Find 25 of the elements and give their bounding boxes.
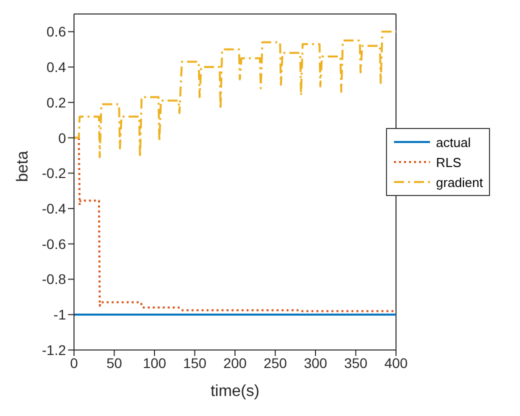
y-tick-label: 0.4 (46, 59, 66, 76)
legend-label: actual (436, 134, 471, 150)
y-tick-label: 0.6 (46, 24, 66, 40)
y-tick-label: -0.2 (42, 165, 66, 182)
x-axis-title: time(s) (210, 383, 260, 400)
y-tick-label: 0.2 (46, 94, 66, 110)
x-tick-label: 400 (384, 354, 408, 371)
x-tick-label: 150 (183, 354, 207, 371)
line-series (74, 30, 396, 158)
x-tick-label: 350 (344, 354, 368, 371)
legend-label: gradient (436, 174, 483, 190)
x-tick-label: 0 (70, 354, 78, 371)
y-tick-label: 0 (58, 130, 66, 146)
y-tick-label: -0.4 (42, 200, 66, 216)
x-tick-label: 300 (304, 354, 328, 371)
x-tick-label: 100 (142, 354, 166, 371)
y-axis-title: beta (14, 150, 32, 182)
x-tick-label: 50 (106, 354, 122, 371)
y-tick-label: -1 (54, 306, 66, 323)
legend-label: RLS (436, 154, 462, 170)
x-tick-label: 250 (264, 354, 288, 371)
y-tick-label: -0.6 (42, 236, 66, 252)
y-tick-label: -1.2 (42, 342, 66, 358)
y-tick-label: -0.8 (42, 271, 66, 288)
x-tick-label: 200 (223, 354, 247, 371)
